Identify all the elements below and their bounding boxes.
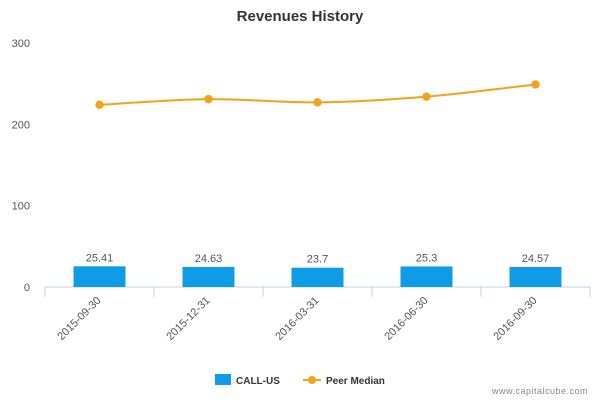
legend-label: CALL-US [236,376,280,387]
bar [73,266,126,287]
legend-swatch-bar [215,374,231,385]
watermark: www.capitalcube.com [491,386,588,396]
y-tick-label: 0 [24,282,30,294]
line-point [204,94,213,104]
x-axis: 2015-09-30 2015-12-31 2016-03-31 2016-06-30… [44,286,591,343]
line-point [422,92,431,101]
line-point [95,100,104,110]
bar [509,267,562,287]
bar-series: 25.41 24.63 23.7 25.3 24.57 [73,252,562,287]
bar-data-label: 24.57 [522,253,550,265]
y-tick-label: 300 [12,38,30,50]
y-axis: 0 100 200 300 [12,38,30,294]
x-tick-label: 2016-03-31 [273,295,321,343]
legend: CALL-US Peer Median [215,374,385,387]
line-point [313,98,322,107]
bar-data-label: 25.41 [86,252,114,264]
y-tick-label: 100 [12,201,30,213]
y-tick-label: 200 [12,119,30,131]
x-tick-label: 2015-09-30 [55,295,103,343]
bar-data-label: 25.3 [416,252,437,264]
line-series [95,80,540,110]
x-tick-label: 2016-09-30 [491,295,539,343]
chart-title: Revenues History [237,8,364,25]
legend-label: Peer Median [326,376,385,387]
x-tick-label: 2015-12-31 [164,295,212,343]
bar [182,266,235,287]
x-tick-label: 2016-06-30 [382,295,430,343]
bar [291,267,344,287]
line-point [531,80,540,89]
bar [400,266,453,287]
legend-swatch-marker [308,376,316,384]
bar-data-label: 23.7 [307,254,328,266]
bar-data-label: 24.63 [195,253,223,265]
